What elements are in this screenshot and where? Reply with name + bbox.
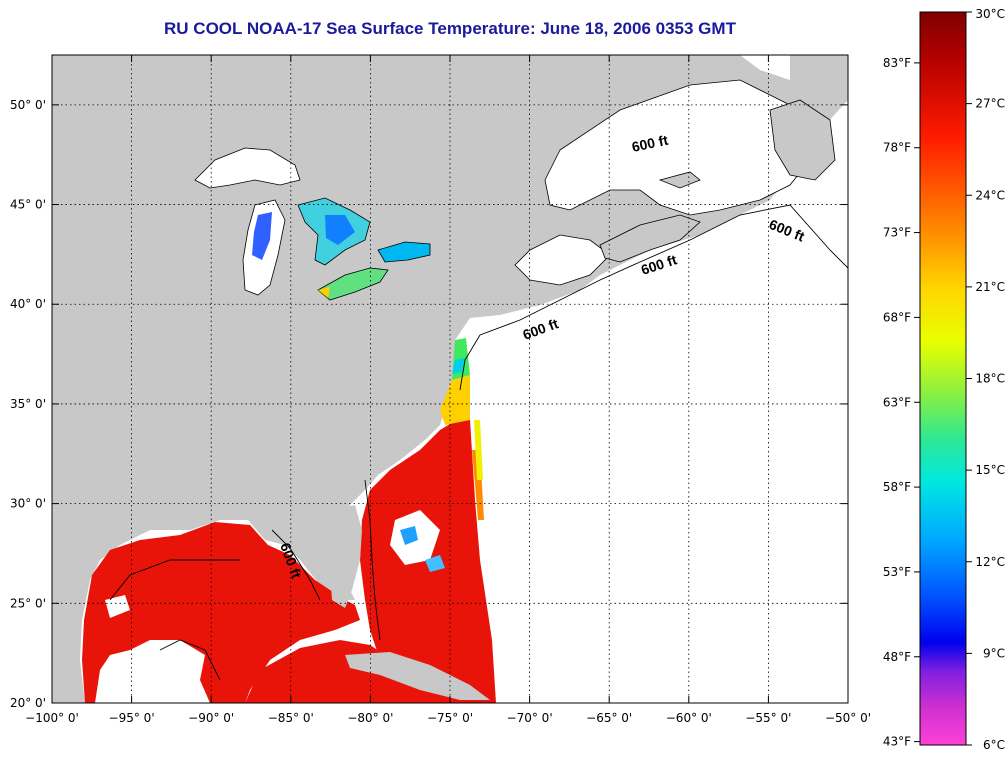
colorbar-label-celsius: 6°C bbox=[983, 738, 1005, 752]
lon-tick-label: −60° 0' bbox=[666, 711, 712, 725]
sst-blue-fleck bbox=[400, 526, 418, 545]
contour-600ft-florida bbox=[364, 479, 381, 641]
lon-tick-label: −85° 0' bbox=[268, 711, 314, 725]
colorbar-label-celsius: 15°C bbox=[975, 463, 1005, 477]
land-cuba bbox=[345, 652, 490, 700]
lon-tick-label: −95° 0' bbox=[109, 711, 155, 725]
lon-tick-label: −80° 0' bbox=[347, 711, 393, 725]
lon-tick-label: −100° 0' bbox=[25, 711, 79, 725]
lat-tick-label: 45° 0' bbox=[10, 198, 46, 212]
contour-600ft-atlantic bbox=[459, 204, 848, 391]
colorbar-label-fahrenheit: 68°F bbox=[883, 310, 911, 324]
contour-label-1: 600 ft bbox=[630, 132, 669, 155]
lat-tick-label: 35° 0' bbox=[10, 397, 46, 411]
colorbar-label-celsius: 21°C bbox=[975, 280, 1005, 294]
lon-tick-label: −65° 0' bbox=[586, 711, 632, 725]
lake-superior bbox=[194, 147, 301, 189]
colorbar-label-fahrenheit: 48°F bbox=[883, 650, 911, 664]
lat-tick-label: 30° 0' bbox=[10, 497, 46, 511]
map-frame bbox=[51, 54, 849, 704]
lake-huron-deep bbox=[325, 215, 355, 245]
colorbar-label-fahrenheit: 53°F bbox=[883, 565, 911, 579]
colorbar-label-celsius: 12°C bbox=[975, 555, 1005, 569]
colorbar-label-fahrenheit: 63°F bbox=[883, 395, 911, 409]
land-nova-scotia bbox=[599, 214, 701, 263]
colorbar-label-celsius: 30°C bbox=[975, 7, 1005, 21]
lon-tick-label: −90° 0' bbox=[188, 711, 234, 725]
lake-erie-warm bbox=[318, 287, 330, 298]
land-newfoundland bbox=[769, 99, 836, 181]
contour-600ft-gulf-south bbox=[159, 639, 221, 681]
colorbar bbox=[919, 11, 967, 746]
contour-600ft-gulf bbox=[109, 529, 321, 601]
lon-tick-label: −70° 0' bbox=[507, 711, 553, 725]
lon-tick-label: −50° 0' bbox=[825, 711, 871, 725]
colorbar-label-celsius: 18°C bbox=[975, 372, 1005, 386]
ocean-bay-of-fundy bbox=[514, 234, 611, 286]
lat-tick-label: 40° 0' bbox=[10, 297, 46, 311]
lat-tick-label: 25° 0' bbox=[10, 596, 46, 610]
lon-tick-label: −75° 0' bbox=[427, 711, 473, 725]
lon-tick-label: −55° 0' bbox=[745, 711, 791, 725]
cloud-patch-gulf bbox=[105, 595, 130, 618]
ocean-gulf-st-lawrence bbox=[544, 79, 821, 216]
lat-tick-label: 20° 0' bbox=[10, 696, 46, 710]
colorbar-label-celsius: 27°C bbox=[975, 97, 1005, 111]
colorbar-label-fahrenheit: 78°F bbox=[883, 141, 911, 155]
colorbar-label-fahrenheit: 43°F bbox=[883, 735, 911, 749]
colorbar-label-celsius: 24°C bbox=[975, 188, 1005, 202]
map-title: RU COOL NOAA-17 Sea Surface Temperature:… bbox=[164, 19, 736, 38]
land-pei bbox=[658, 171, 701, 189]
sst-cyan-patches bbox=[452, 358, 465, 374]
colorbar-labels: 30°C 27°C 24°C 21°C 18°C 15°C 12°C 9°C 6°C 83°F 78… bbox=[883, 7, 1005, 752]
graticule bbox=[51, 55, 849, 704]
colorbar-label-celsius: 9°C bbox=[983, 646, 1005, 660]
sst-yellow-edge bbox=[474, 420, 483, 480]
colorbar-label-fahrenheit: 83°F bbox=[883, 56, 911, 70]
lake-michigan-blue bbox=[252, 212, 272, 260]
lat-tick-label: 50° 0' bbox=[10, 98, 46, 112]
axis-tick-labels: −100° 0' −95° 0' −90° 0' −85° 0' −80° 0' −75°… bbox=[10, 98, 871, 725]
colorbar-label-fahrenheit: 73°F bbox=[883, 226, 911, 240]
lake-ontario bbox=[377, 241, 431, 263]
sst-blue-fleck-2 bbox=[425, 555, 445, 572]
land-florida bbox=[322, 505, 362, 608]
colorbar-label-fahrenheit: 58°F bbox=[883, 480, 911, 494]
sst-mid-atlantic-band bbox=[440, 375, 470, 425]
